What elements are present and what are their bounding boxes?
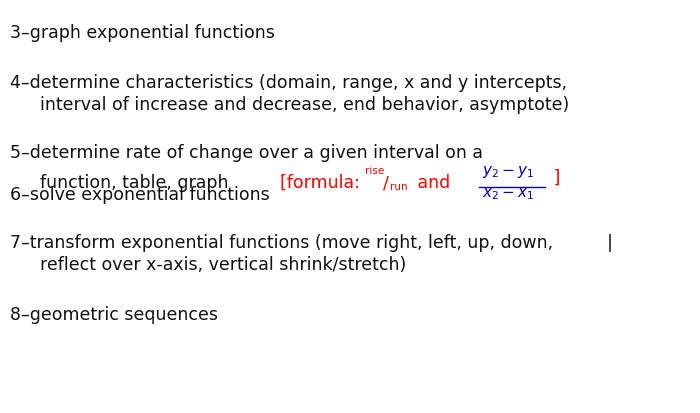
Text: 6–solve exponential functions: 6–solve exponential functions <box>10 185 270 204</box>
Text: $y_2-y_1$: $y_2-y_1$ <box>482 164 534 180</box>
Text: and: and <box>412 173 456 192</box>
Text: $x_2-x_1$: $x_2-x_1$ <box>482 185 534 201</box>
Text: interval of increase and decrease, end behavior, asymptote): interval of increase and decrease, end b… <box>40 96 569 114</box>
Text: 7–transform exponential functions (move right, left, up, down,: 7–transform exponential functions (move … <box>10 233 553 252</box>
Text: run: run <box>390 182 407 192</box>
Text: |: | <box>607 233 613 252</box>
Text: /: / <box>383 173 389 192</box>
Text: ]: ] <box>548 169 561 187</box>
Text: rise: rise <box>365 166 384 176</box>
Text: 8–geometric sequences: 8–geometric sequences <box>10 305 218 323</box>
Text: 4–determine characteristics (domain, range, x and y intercepts,: 4–determine characteristics (domain, ran… <box>10 74 567 92</box>
Text: 5–determine rate of change over a given interval on a: 5–determine rate of change over a given … <box>10 144 483 161</box>
Text: 3–graph exponential functions: 3–graph exponential functions <box>10 24 275 42</box>
Text: reflect over x-axis, vertical shrink/stretch): reflect over x-axis, vertical shrink/str… <box>40 255 406 273</box>
Text: [formula:: [formula: <box>280 173 365 192</box>
Text: function, table, graph: function, table, graph <box>40 173 234 192</box>
